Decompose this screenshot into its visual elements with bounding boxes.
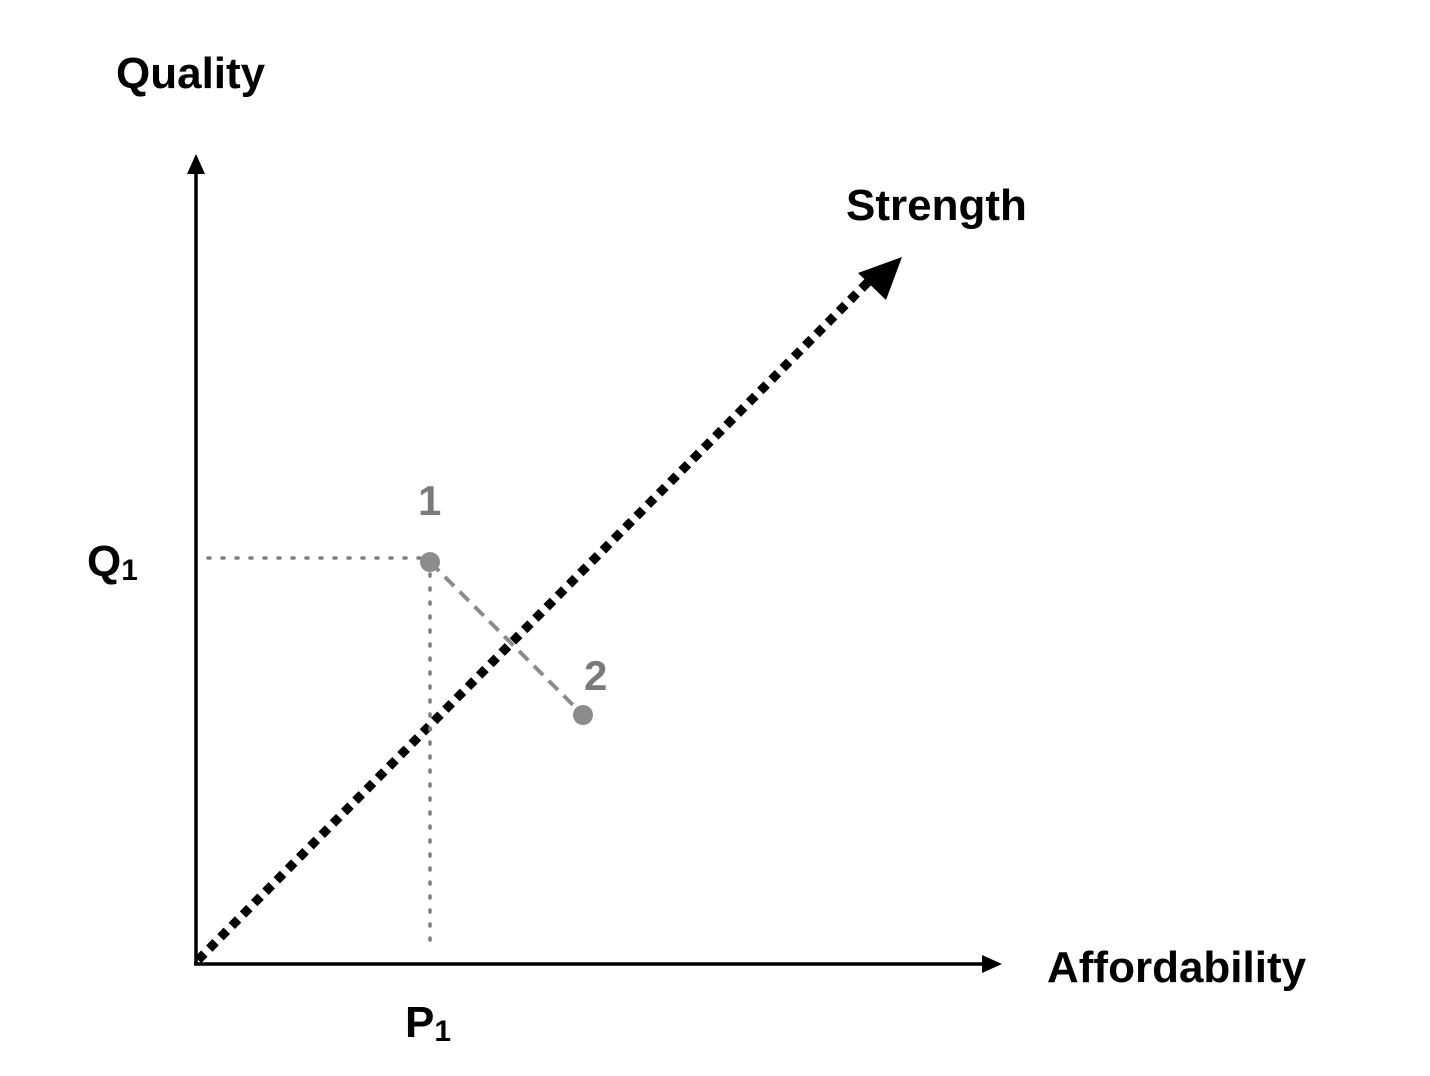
y-axis-arrowhead [187,154,205,174]
q1-subscript: 1 [121,554,138,587]
strength-label: Strength [846,181,1027,230]
point-2-marker [573,705,593,725]
point-2-label: 2 [584,652,607,699]
q1-label: Q1 [87,537,138,587]
point-1-label: 1 [418,477,441,524]
x-axis [194,955,1002,973]
y-axis-label: Quality [116,49,266,98]
p1-label: P1 [405,998,451,1048]
x-axis-arrowhead [982,955,1002,973]
movement-line [428,560,585,717]
strength-arrowhead [858,257,902,300]
x-axis-label: Affordability [1047,943,1307,992]
q1-letter: Q [87,537,121,586]
p1-subscript: 1 [434,1015,451,1048]
y-axis [187,154,205,965]
point-1-marker [420,552,440,572]
p1-letter: P [405,998,434,1047]
strength-arrow [194,257,902,964]
